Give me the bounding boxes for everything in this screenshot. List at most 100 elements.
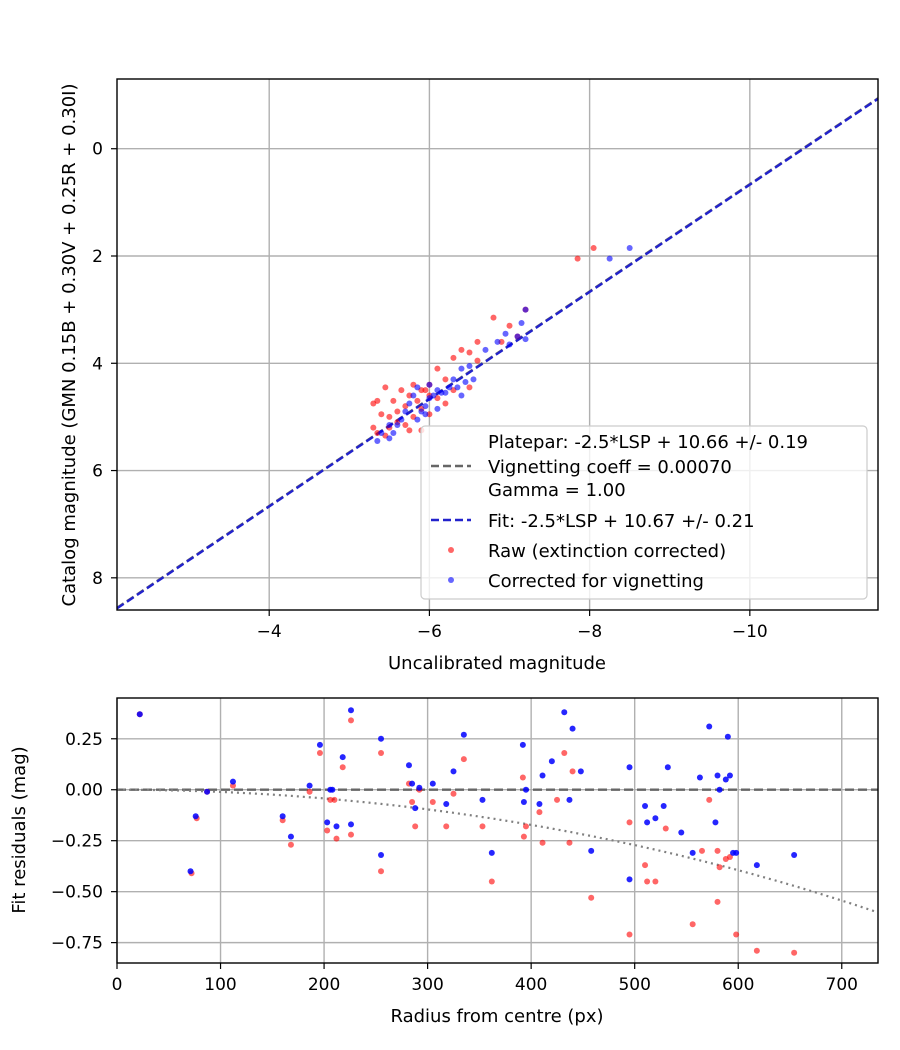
magnitude-point — [394, 408, 401, 415]
residual-point — [316, 741, 323, 748]
magnitude-point — [434, 365, 441, 372]
residual-point — [450, 768, 457, 775]
residual-point — [378, 851, 385, 858]
magnitude-point — [466, 362, 473, 369]
residual-point — [522, 786, 529, 793]
magnitude-point — [442, 400, 449, 407]
magnitude-point — [402, 421, 409, 428]
x-tick-label: 0 — [112, 975, 123, 995]
y-tick-label: 0.00 — [65, 781, 103, 801]
residual-point — [696, 774, 703, 781]
magnitude-point — [482, 346, 489, 353]
residual-point — [539, 772, 546, 779]
magnitude-plot-ticks: −4 −6 −8 −10 0 2 4 6 8 — [92, 140, 768, 642]
residual-point — [689, 921, 696, 928]
residual-point — [706, 723, 713, 730]
magnitude-point — [394, 421, 401, 428]
x-tick-label: 300 — [411, 975, 443, 995]
residual-point — [566, 796, 573, 803]
residuals-plot-grid — [116, 698, 878, 963]
residual-point — [652, 878, 659, 885]
magnitude-point — [438, 389, 445, 396]
residual-point — [347, 821, 354, 828]
residual-point — [561, 709, 568, 716]
magnitude-point — [370, 424, 377, 431]
residual-point — [722, 776, 729, 783]
residual-point — [626, 764, 633, 771]
residuals-plot-ylabel: Fit residuals (mag) — [9, 746, 30, 913]
residual-point — [409, 780, 416, 787]
magnitude-point — [450, 354, 457, 361]
magnitude-point — [458, 346, 465, 353]
y-tick-label: 4 — [92, 354, 103, 374]
residual-point — [479, 796, 486, 803]
residual-point — [566, 839, 573, 846]
magnitude-point — [442, 376, 449, 383]
residual-point — [588, 894, 595, 901]
x-tick-label: 200 — [308, 975, 340, 995]
residual-point — [229, 778, 236, 785]
residual-point — [412, 805, 419, 812]
magnitude-point — [454, 384, 461, 391]
x-tick-label: −4 — [257, 622, 282, 642]
residual-point — [652, 815, 659, 822]
legend: Platepar: -2.5*LSP + 10.66 +/- 0.19 Vigne… — [420, 425, 868, 600]
legend-label: Raw (extinction corrected) — [488, 541, 726, 562]
residual-point — [733, 931, 740, 938]
residual-point — [378, 735, 385, 742]
residual-point — [662, 825, 669, 832]
magnitude-plot-lines — [116, 97, 879, 610]
magnitude-point — [386, 421, 393, 428]
magnitude-point — [494, 338, 501, 345]
residuals-plot-lines — [117, 788, 879, 914]
residual-point — [347, 707, 354, 714]
legend-marker-swatch — [448, 547, 454, 553]
magnitude-point — [490, 314, 497, 321]
residual-point — [460, 731, 467, 738]
residual-point — [450, 790, 457, 797]
magnitude-point — [470, 376, 477, 383]
x-tick-label: −6 — [417, 622, 442, 642]
residual-point — [548, 758, 555, 765]
fit-line — [116, 97, 879, 610]
legend-label: Fit: -2.5*LSP + 10.67 +/- 0.21 — [488, 511, 755, 532]
residual-point — [409, 798, 416, 805]
residual-point — [753, 862, 760, 869]
magnitude-point — [474, 338, 481, 345]
magnitude-point — [590, 244, 597, 251]
residual-point — [327, 796, 334, 803]
residual-point — [520, 833, 527, 840]
magnitude-point — [514, 333, 521, 340]
residual-point — [405, 762, 412, 769]
residuals-plot-frame — [116, 697, 879, 964]
x-tick-label: 600 — [722, 975, 754, 995]
x-tick-label: 500 — [618, 975, 650, 995]
magnitude-plot: Platepar: -2.5*LSP + 10.66 +/- 0.19 Vigne… — [59, 78, 879, 674]
magnitude-point — [410, 392, 417, 399]
x-tick-label: −10 — [732, 622, 768, 642]
x-tick-label: 100 — [204, 975, 236, 995]
residual-point — [187, 868, 194, 875]
residual-point — [712, 819, 719, 826]
residual-point — [569, 725, 576, 732]
residuals-plot-ticks: 0 100 200 300 400 500 600 700 0.25 0.00 −0.25 −0.50… — [51, 730, 858, 995]
residual-point — [192, 813, 199, 820]
residual-point — [416, 784, 423, 791]
residual-point — [488, 878, 495, 885]
residual-point — [324, 819, 331, 826]
residual-point — [539, 839, 546, 846]
magnitude-point — [398, 416, 405, 423]
x-tick-label: −8 — [577, 622, 602, 642]
magnitude-point — [474, 357, 481, 364]
residual-point — [378, 868, 385, 875]
magnitude-point — [378, 430, 385, 436]
residual-point — [479, 823, 486, 830]
residual-point — [339, 754, 346, 761]
residual-point — [339, 764, 346, 771]
legend-label: Vignetting coeff = 0.00070 — [488, 457, 732, 478]
magnitude-point — [522, 306, 529, 313]
residual-point — [460, 756, 467, 763]
residual-point — [698, 847, 705, 854]
residual-point — [716, 786, 723, 793]
magnitude-plot-xlabel: Uncalibrated magnitude — [388, 653, 606, 674]
